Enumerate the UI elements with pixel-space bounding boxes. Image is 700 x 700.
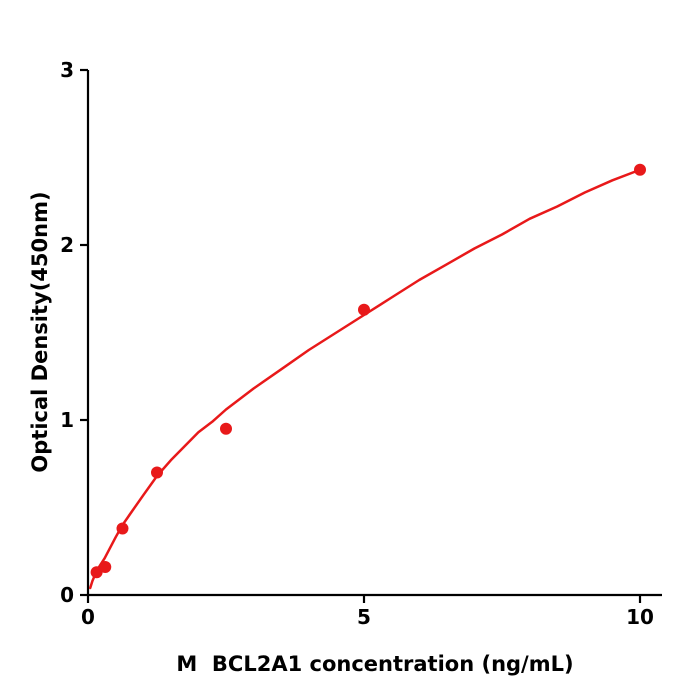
x-tick-label: 10	[626, 605, 654, 629]
data-point	[90, 566, 103, 579]
y-tick-label: 0	[60, 583, 74, 607]
y-tick-label: 2	[60, 233, 74, 257]
data-point	[151, 466, 163, 479]
data-point	[99, 561, 112, 573]
x-tick-label: 0	[81, 605, 95, 629]
y-tick-label: 3	[60, 58, 74, 82]
x-tick-label: 5	[357, 605, 371, 629]
data-point	[116, 522, 129, 535]
y-tick-label: 1	[60, 408, 74, 432]
y-axis-label: Optical Density(450nm)	[28, 191, 52, 473]
x-axis-label: M BCL2A1 concentration (ng/mL)	[176, 652, 574, 676]
data-point	[358, 303, 370, 316]
data-point	[634, 163, 646, 176]
fit-curve-line	[88, 168, 642, 590]
data-point	[220, 422, 232, 435]
